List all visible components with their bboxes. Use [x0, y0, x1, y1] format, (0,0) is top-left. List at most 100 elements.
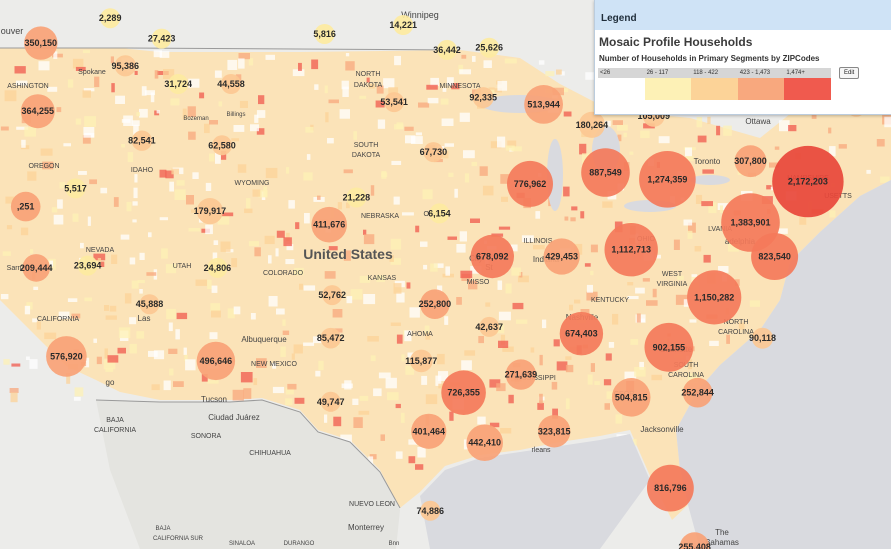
household-bubble[interactable] [611, 378, 651, 417]
household-bubble[interactable] [131, 130, 153, 151]
place-label: ouver [1, 26, 24, 36]
household-bubble[interactable] [470, 234, 514, 279]
household-bubble[interactable] [314, 24, 335, 44]
household-bubble[interactable] [479, 37, 500, 58]
household-bubble[interactable] [320, 327, 342, 349]
household-bubble[interactable] [472, 87, 494, 109]
zip-area [491, 233, 504, 237]
household-bubble[interactable] [410, 349, 433, 373]
zip-area [353, 417, 363, 428]
zip-area [508, 394, 514, 404]
zip-area [159, 51, 170, 58]
household-bubble[interactable] [734, 145, 767, 178]
zip-area [324, 85, 328, 94]
household-bubble[interactable] [393, 15, 414, 35]
zip-area [159, 217, 168, 221]
household-bubble[interactable] [441, 370, 486, 416]
zip-area [5, 196, 15, 204]
zip-area [623, 132, 627, 138]
household-bubble[interactable] [429, 203, 450, 224]
zip-area [237, 164, 247, 173]
household-bubble[interactable] [644, 322, 694, 372]
zip-area [488, 87, 495, 92]
zip-area [489, 379, 501, 388]
zip-area [265, 54, 275, 60]
zip-area [687, 359, 693, 370]
zip-area [314, 84, 319, 90]
zip-area [396, 334, 403, 344]
household-bubble[interactable] [751, 233, 799, 280]
legend-edit-button[interactable]: Edit [839, 67, 860, 79]
bubble-label: 85,472 [317, 333, 345, 343]
household-bubble[interactable] [196, 198, 223, 225]
bubble-label: 74,886 [417, 506, 445, 516]
household-bubble[interactable] [24, 26, 58, 60]
household-bubble[interactable] [411, 413, 447, 449]
zip-area [66, 373, 71, 384]
household-bubble[interactable] [639, 151, 696, 208]
household-bubble[interactable] [682, 377, 713, 408]
household-bubble[interactable] [322, 285, 343, 306]
household-bubble[interactable] [77, 255, 98, 276]
zip-area [49, 260, 53, 267]
zip-area [505, 145, 515, 151]
place-label: Sarna [7, 265, 26, 272]
zip-area [220, 241, 231, 252]
household-bubble[interactable] [423, 142, 444, 163]
bubble-label: 307,800 [734, 156, 767, 166]
household-bubble[interactable] [320, 391, 341, 412]
household-bubble[interactable] [543, 238, 580, 275]
zip-area [446, 77, 454, 86]
household-bubble[interactable] [311, 206, 348, 243]
household-bubble[interactable] [437, 39, 457, 60]
zip-area [238, 53, 250, 60]
household-bubble[interactable] [505, 359, 537, 390]
household-bubble[interactable] [65, 178, 86, 199]
household-bubble[interactable] [10, 191, 41, 222]
household-bubble[interactable] [507, 160, 553, 207]
place-label: OREGON [28, 163, 59, 170]
household-bubble[interactable] [420, 289, 450, 320]
household-bubble[interactable] [168, 74, 189, 94]
household-bubble[interactable] [22, 254, 50, 282]
household-bubble[interactable] [772, 145, 844, 218]
household-bubble[interactable] [196, 341, 236, 381]
household-bubble[interactable] [559, 312, 604, 356]
household-bubble[interactable] [752, 327, 773, 349]
household-bubble[interactable] [207, 257, 228, 278]
household-bubble[interactable] [578, 111, 606, 138]
household-bubble[interactable] [384, 92, 405, 113]
zip-area [777, 228, 788, 234]
household-bubble[interactable] [346, 187, 367, 208]
zip-area [107, 355, 119, 363]
household-bubble[interactable] [114, 55, 136, 77]
zip-area [176, 312, 188, 320]
household-bubble[interactable] [46, 336, 87, 377]
household-bubble[interactable] [221, 74, 241, 94]
household-bubble[interactable] [679, 532, 710, 549]
household-bubble[interactable] [139, 294, 160, 315]
zip-area [258, 95, 265, 105]
zip-area [24, 127, 36, 137]
zip-area [390, 322, 401, 326]
zip-area [123, 115, 133, 126]
household-bubble[interactable] [581, 148, 630, 197]
household-bubble[interactable] [479, 316, 500, 337]
zip-area [352, 398, 359, 405]
zip-area [421, 375, 428, 385]
household-bubble[interactable] [466, 424, 504, 462]
household-bubble[interactable] [100, 8, 121, 29]
household-bubble[interactable] [524, 85, 563, 124]
zip-area [426, 84, 438, 90]
household-bubble[interactable] [604, 223, 658, 277]
zip-area [345, 61, 355, 71]
household-bubble[interactable] [647, 464, 694, 512]
household-bubble[interactable] [420, 500, 441, 521]
household-bubble[interactable] [687, 270, 742, 325]
household-bubble[interactable] [20, 94, 55, 129]
bubble-label: 53,541 [380, 97, 408, 107]
household-bubble[interactable] [212, 135, 232, 156]
zip-area [33, 286, 39, 290]
household-bubble[interactable] [151, 28, 172, 49]
household-bubble[interactable] [538, 415, 571, 448]
